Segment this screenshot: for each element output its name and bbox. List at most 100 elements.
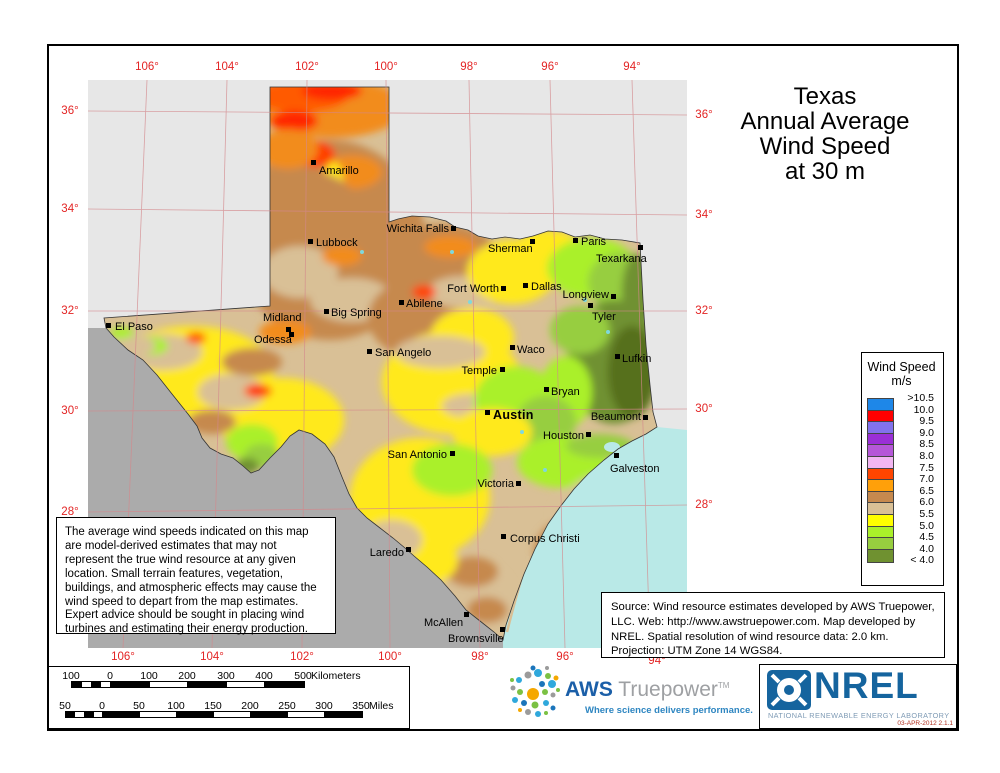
graticule-label-bottom: 98° [471,651,489,663]
disclaimer-box: The average wind speeds indicated on thi… [56,517,336,636]
city-label: Texarkana [596,253,647,265]
city-marker [398,299,404,305]
legend-label: 4.5 [919,531,934,544]
legend-label: 6.0 [919,496,934,509]
scale-tick-label: 500 [294,670,312,682]
city-marker [288,331,294,337]
aws-tagline: Where science delivers performance. [585,705,753,716]
scale-tick-label: 150 [204,700,222,712]
scale-tick-label: 0 [99,700,105,712]
legend-label: 4.0 [919,542,934,555]
graticule-label-bottom: 102° [290,651,314,663]
legend-label: 7.0 [919,473,934,486]
scale-tick-label: 200 [178,670,196,682]
scale-tick-label: 250 [278,700,296,712]
graticule-label-right: 28° [695,499,713,511]
city-marker [450,225,456,231]
graticule-label-top: 96° [541,61,559,73]
city-label: Tyler [592,311,616,323]
city-marker [323,308,329,314]
legend-swatch [867,548,894,563]
graticule-label-bottom: 96° [556,651,574,663]
city-marker [610,293,616,299]
city-marker [105,322,111,328]
city-label: Abilene [406,298,443,310]
scale-tick-label: 50 [59,700,71,712]
city-label: Lubbock [316,237,358,249]
city-label: Houston [543,430,584,442]
city-label: Fort Worth [447,283,499,295]
legend-label: 9.0 [919,426,934,439]
nrel-wordmark: NREL [814,665,919,706]
legend-label: 5.0 [919,519,934,532]
graticule-label-top: 106° [135,61,159,73]
city-marker [642,414,648,420]
disclaimer-text: The average wind speeds indicated on thi… [65,526,317,636]
nrel-logo-box: NREL NATIONAL RENEWABLE ENERGY LABORATOR… [759,664,957,729]
city-label: Temple [461,365,497,377]
scale-tick-label: 300 [315,700,333,712]
title-line: Annual Average [740,108,910,135]
scale-bar-segment [226,681,266,688]
legend-label: 8.0 [919,450,934,462]
city-marker [405,546,411,552]
map-title: Texas Annual Average Wind Speed at 30 m [700,84,950,184]
city-marker [484,409,490,415]
city-label: Odessa [254,334,292,346]
city-marker [543,386,549,392]
scale-tick-label: 100 [140,670,158,682]
city-label: San Antonio [387,449,447,461]
city-label: Sherman [488,243,533,255]
legend-label: 8.5 [919,438,934,451]
city-label: Midland [263,312,302,324]
city-label: Victoria [477,478,514,490]
aws-dots-icon [510,665,560,717]
city-marker [307,238,313,244]
graticule-label-left: 34° [61,203,79,215]
scale-unit-label: Miles [369,700,394,712]
city-label: Beaumont [590,411,641,423]
legend-label: 6.5 [919,484,934,497]
nrel-logo-icon [767,670,811,710]
scale-tick-label: 100 [62,670,80,682]
legend-label: 9.5 [919,415,934,428]
city-label: Bryan [551,386,580,398]
graticule-label-top: 98° [460,61,478,73]
graticule-label-top: 104° [215,61,239,73]
scale-bar-segment [250,711,289,718]
legend-label: 5.5 [919,508,934,520]
scale-bar-segment [187,681,228,688]
legend-units: m/s [891,374,912,388]
legend-label: >10.5 [907,392,934,404]
city-label: Austin [493,408,534,422]
city-label: San Angelo [375,347,432,359]
graticule-label-bottom: 100° [378,651,402,663]
scale-tick-label: 350 [352,700,370,712]
scale-bar-segment [324,711,363,718]
graticule-lines [87,79,688,649]
graticule-label-right: 32° [695,305,713,317]
city-label: McAllen [424,617,464,629]
legend-title-text: Wind Speed [867,360,936,374]
graticule-label-right: 34° [695,209,713,221]
graticule-label-bottom: 104° [200,651,224,663]
title-line: Wind Speed [759,133,891,160]
city-label: Big Spring [331,307,382,319]
scale-bar-segment [149,681,189,688]
source-text: Source: Wind resource estimates develope… [611,601,935,658]
graticule-label-left: 36° [61,105,79,117]
scale-tick-label: 300 [217,670,235,682]
scale-bar-segment [139,711,178,718]
city-marker [509,344,515,350]
city-marker [500,285,506,291]
legend-label: 7.5 [919,461,934,474]
graticule-label-bottom: 94° [648,655,666,667]
city-marker [499,366,505,372]
city-marker [585,431,591,437]
city-label: Corpus Christi [510,533,580,545]
graticule-label-bottom: 106° [111,651,135,663]
city-label: Laredo [369,547,404,559]
city-marker [499,626,505,632]
city-marker [463,611,469,617]
